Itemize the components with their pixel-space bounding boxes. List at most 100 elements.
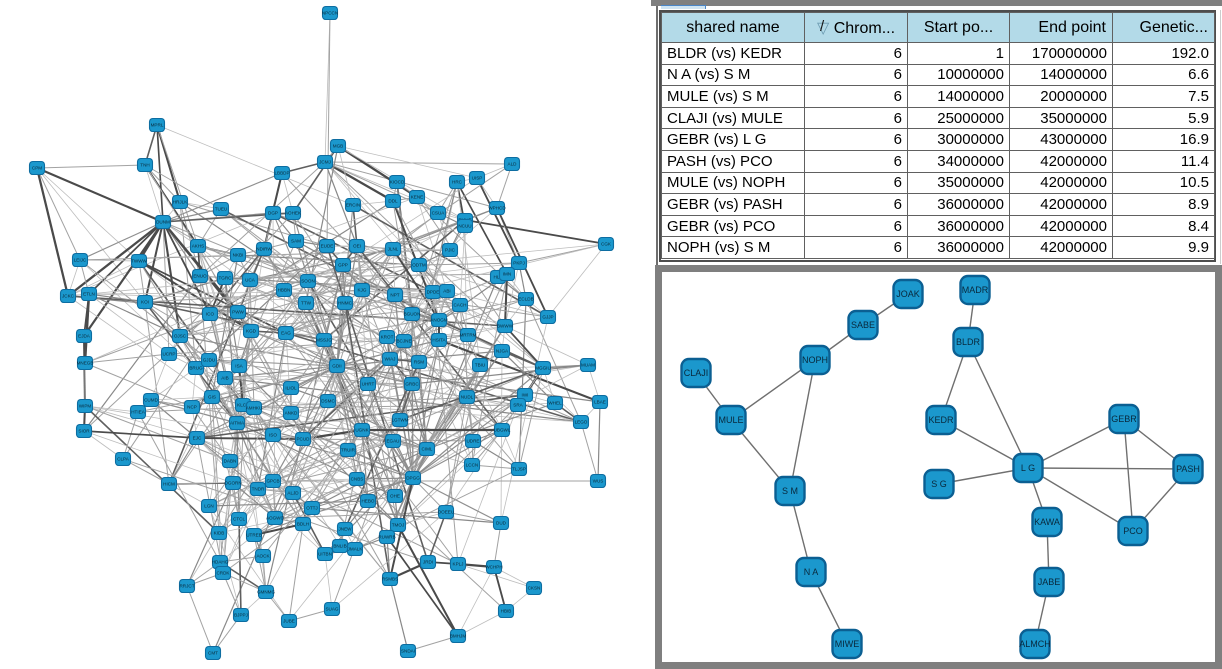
svg-text:WUS: WUS xyxy=(593,479,604,484)
svg-text:CPM: CPM xyxy=(32,166,42,171)
svg-text:TNH: TNH xyxy=(140,163,149,168)
svg-text:TUEU: TUEU xyxy=(215,207,228,212)
svg-text:ISO: ISO xyxy=(269,433,277,438)
svg-text:DPDE: DPDE xyxy=(427,290,440,295)
svg-text:SAM: SAM xyxy=(291,239,301,244)
svg-text:RUWRB: RUWRB xyxy=(378,535,395,540)
svg-text:LEGO: LEGO xyxy=(575,420,588,425)
svg-text:UGNK: UGNK xyxy=(355,428,369,433)
svg-text:HDAHG: HDAHG xyxy=(212,560,229,565)
svg-text:GJDU: GJDU xyxy=(203,358,216,363)
svg-text:GJJP: GJJP xyxy=(542,315,553,320)
svg-text:JRDI: JRDI xyxy=(423,560,433,565)
svg-text:UISP: UISP xyxy=(472,176,483,181)
svg-text:UITBN: UITBN xyxy=(318,552,332,557)
svg-text:ALJD: ALJD xyxy=(287,491,299,496)
svg-text:CMT: CMT xyxy=(208,651,218,656)
svg-text:KGD: KGD xyxy=(246,329,257,334)
svg-text:HNMC: HNMC xyxy=(338,301,352,306)
svg-text:KIOCD: KIOCD xyxy=(390,180,405,185)
svg-text:JCMJ: JCMJ xyxy=(319,160,331,165)
svg-text:DUD: DUD xyxy=(496,521,507,526)
svg-text:EJDA: EJDA xyxy=(78,334,91,339)
svg-text:BJPPJ: BJPPJ xyxy=(234,613,248,618)
svg-text:CGK: CGK xyxy=(601,242,612,247)
svg-text:GDII: GDII xyxy=(332,364,341,369)
svg-text:NJGA: NJGA xyxy=(496,349,509,354)
svg-text:EGAU: EGAU xyxy=(386,439,399,444)
svg-text:AOHEK: AOHEK xyxy=(285,211,302,216)
svg-text:CNBS: CNBS xyxy=(351,477,364,482)
svg-text:TBIU: TBIU xyxy=(475,363,485,368)
svg-text:MNEGB: MNEGB xyxy=(77,361,94,366)
svg-text:WPHCD: WPHCD xyxy=(488,206,506,211)
svg-text:TLJSP: TLJSP xyxy=(512,467,526,472)
svg-text:SNDAI: SNDAI xyxy=(401,649,415,654)
svg-text:OTTJ: OTTJ xyxy=(306,506,317,511)
svg-text:AOCK: AOCK xyxy=(256,554,270,559)
svg-text:AOGWO: AOGWO xyxy=(266,516,285,521)
svg-text:KLCT: KLCT xyxy=(237,403,249,408)
svg-text:KOI: KOI xyxy=(141,300,149,305)
svg-text:CRDK: CRDK xyxy=(216,571,230,576)
svg-text:BWWW: BWWW xyxy=(497,324,514,329)
svg-text:HICM: HICM xyxy=(163,482,175,487)
svg-text:JCKC: JCKC xyxy=(62,294,75,299)
svg-text:DDL: DDL xyxy=(388,199,398,204)
svg-text:TMOJ: TMOJ xyxy=(392,523,405,528)
svg-text:UTREB: UTREB xyxy=(246,533,262,538)
svg-text:GRBC: GRBC xyxy=(405,382,419,387)
svg-text:EJC: EJC xyxy=(193,436,202,441)
svg-text:HEBO: HEBO xyxy=(361,499,374,504)
svg-text:UHRT: UHRT xyxy=(362,382,375,387)
svg-text:ERCIN: ERCIN xyxy=(346,203,360,208)
svg-text:HSITA: HSITA xyxy=(432,338,446,343)
svg-text:HRC: HRC xyxy=(452,180,463,185)
svg-text:LBBDP: LBBDP xyxy=(274,171,289,176)
svg-text:JLNL: JLNL xyxy=(388,247,399,252)
svg-text:NKBI: NKBI xyxy=(233,253,244,258)
svg-text:OHE: OHE xyxy=(390,494,400,499)
svg-text:GPP: GPP xyxy=(338,263,348,268)
svg-text:CACH: CACH xyxy=(453,303,466,308)
svg-text:NPCCN: NPCCN xyxy=(322,11,338,16)
svg-text:KPLJ: KPLJ xyxy=(453,562,464,567)
svg-text:ANKD: ANKD xyxy=(285,411,298,416)
svg-text:BCJNE: BCJNE xyxy=(396,339,411,344)
svg-text:JMALK: JMALK xyxy=(348,547,364,552)
svg-text:KJG: KJG xyxy=(358,288,367,293)
svg-text:PWW: PWW xyxy=(232,310,244,315)
svg-text:ISA: ISA xyxy=(235,364,243,369)
svg-text:HTIEA: HTIEA xyxy=(131,410,145,415)
svg-text:CTCL: CTCL xyxy=(233,517,245,522)
svg-text:JNEW: JNEW xyxy=(338,527,352,532)
svg-text:MPRL: MPRL xyxy=(151,123,164,128)
svg-text:ICO: ICO xyxy=(206,312,215,317)
svg-text:GPCB: GPCB xyxy=(266,479,279,484)
svg-text:KENE: KENE xyxy=(411,195,424,200)
svg-text:BNLIB: BNLIB xyxy=(333,544,346,549)
svg-text:IWI: IWI xyxy=(522,393,529,398)
svg-text:DABN: DABN xyxy=(224,459,237,464)
svg-text:MSSJG: MSSJG xyxy=(316,338,332,343)
svg-text:EUDE: EUDE xyxy=(321,244,334,249)
svg-text:OEI: OEI xyxy=(353,244,361,249)
svg-text:ENUO: ENUO xyxy=(193,274,207,279)
svg-text:RRJCT: RRJCT xyxy=(179,584,194,589)
svg-text:SIOR: SIOR xyxy=(78,429,90,434)
svg-text:AKHS: AKHS xyxy=(192,244,205,249)
svg-text:CUMD: CUMD xyxy=(144,398,158,403)
svg-text:OGORN: OGORN xyxy=(224,481,241,486)
svg-text:DSMC: DSMC xyxy=(321,399,335,404)
svg-text:LBAE: LBAE xyxy=(594,400,606,405)
svg-text:ABI: ABI xyxy=(443,289,450,294)
svg-text:BDLH: BDLH xyxy=(297,522,309,527)
svg-text:TNDR: TNDR xyxy=(252,487,265,492)
svg-text:UCRP: UCRP xyxy=(162,352,175,357)
svg-text:SOON: SOON xyxy=(301,279,315,284)
svg-text:ECLDB: ECLDB xyxy=(518,297,533,302)
svg-text:NCUU: NCUU xyxy=(458,224,471,229)
svg-text:LCCN: LCCN xyxy=(466,463,479,468)
svg-text:MGGIU: MGGIU xyxy=(535,366,551,371)
svg-text:LGTWM: LGTWM xyxy=(391,418,408,423)
